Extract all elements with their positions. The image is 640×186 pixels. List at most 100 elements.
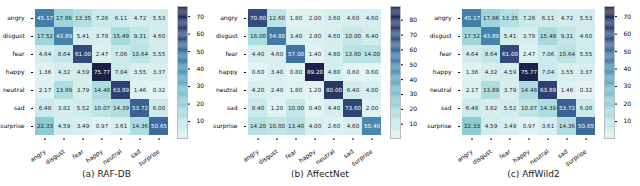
svg-text:3.61: 3.61: [114, 123, 127, 129]
svg-text:surprise: surprise: [213, 122, 237, 130]
svg-text:10.00: 10.00: [345, 33, 361, 39]
svg-text:surprise: surprise: [0, 122, 24, 130]
svg-text:4.72: 4.72: [133, 15, 145, 21]
svg-text:5.53: 5.53: [152, 15, 165, 21]
svg-text:20: 20: [196, 100, 204, 107]
svg-text:6.48: 6.48: [38, 105, 51, 111]
svg-text:80: 80: [410, 16, 418, 23]
svg-text:sad: sad: [342, 147, 355, 159]
svg-text:surprise: surprise: [136, 147, 161, 168]
svg-text:4.00: 4.00: [366, 87, 379, 93]
svg-text:70: 70: [196, 13, 204, 20]
svg-text:3.79: 3.79: [76, 87, 89, 93]
svg-text:14.00: 14.00: [364, 51, 380, 57]
svg-text:disgust: disgust: [43, 147, 66, 166]
svg-text:disgust: disgust: [429, 32, 451, 40]
svg-text:3.40: 3.40: [271, 69, 284, 75]
svg-text:1.20: 1.20: [309, 87, 322, 93]
svg-text:4.64: 4.64: [465, 51, 478, 57]
svg-text:2.60: 2.60: [328, 123, 341, 129]
svg-text:4.60: 4.60: [347, 15, 360, 21]
svg-text:13.89: 13.89: [55, 87, 71, 93]
svg-text:fear: fear: [226, 50, 238, 57]
svg-text:70.80: 70.80: [250, 15, 266, 21]
svg-text:0.97: 0.97: [522, 123, 535, 129]
svg-text:30: 30: [410, 90, 418, 97]
svg-text:13.89: 13.89: [482, 87, 498, 93]
svg-text:0.32: 0.32: [579, 87, 591, 93]
svg-text:3.78: 3.78: [95, 33, 108, 39]
svg-text:61.00: 61.00: [501, 51, 517, 57]
svg-text:3.49: 3.49: [503, 123, 516, 129]
svg-text:7.26: 7.26: [522, 15, 535, 21]
svg-text:4.80: 4.80: [328, 51, 341, 57]
svg-text:57.00: 57.00: [288, 51, 304, 57]
svg-text:17.86: 17.86: [55, 15, 71, 21]
svg-text:happy: happy: [219, 68, 238, 76]
svg-text:60: 60: [410, 46, 418, 53]
svg-text:30: 30: [196, 82, 204, 89]
svg-text:2.00: 2.00: [309, 15, 322, 21]
svg-text:4.64: 4.64: [38, 51, 51, 57]
svg-text:10.07: 10.07: [520, 105, 536, 111]
svg-text:13.35: 13.35: [501, 15, 517, 21]
svg-text:0.97: 0.97: [95, 123, 108, 129]
svg-text:angry: angry: [220, 14, 238, 22]
svg-text:happy: happy: [432, 68, 451, 76]
svg-text:neutral: neutral: [314, 147, 336, 165]
svg-text:13.40: 13.40: [288, 123, 304, 129]
svg-text:3.82: 3.82: [484, 105, 496, 111]
svg-text:0.60: 0.60: [347, 69, 360, 75]
svg-text:70: 70: [623, 13, 631, 20]
svg-text:50: 50: [623, 48, 631, 55]
svg-text:0.32: 0.32: [152, 87, 164, 93]
svg-text:60: 60: [623, 30, 631, 37]
svg-text:53.72: 53.72: [558, 105, 574, 111]
svg-text:0.60: 0.60: [366, 69, 379, 75]
svg-text:6.00: 6.00: [579, 105, 592, 111]
svg-text:73.60: 73.60: [345, 105, 361, 111]
svg-text:3.55: 3.55: [560, 69, 573, 75]
svg-text:fear: fear: [497, 147, 511, 160]
svg-text:8.64: 8.64: [484, 51, 497, 57]
svg-text:45.17: 45.17: [36, 15, 52, 21]
svg-text:63.89: 63.89: [539, 87, 555, 93]
svg-text:70: 70: [410, 31, 418, 38]
svg-text:5.53: 5.53: [579, 15, 592, 21]
svg-text:4.59: 4.59: [503, 69, 516, 75]
svg-text:sad: sad: [440, 104, 451, 111]
svg-text:14.39: 14.39: [539, 105, 555, 111]
svg-text:63.89: 63.89: [112, 87, 128, 93]
svg-text:angry: angry: [7, 14, 25, 22]
svg-text:40: 40: [410, 76, 418, 83]
svg-text:disgust: disgust: [257, 147, 280, 166]
svg-text:14.36: 14.36: [558, 123, 574, 129]
svg-text:17.52: 17.52: [463, 33, 479, 39]
svg-text:4.40: 4.40: [328, 105, 341, 111]
svg-text:5.55: 5.55: [152, 51, 165, 57]
svg-text:fear: fear: [439, 50, 451, 57]
svg-text:20: 20: [410, 105, 418, 112]
svg-text:50.40: 50.40: [364, 123, 380, 129]
svg-text:2.40: 2.40: [271, 87, 284, 93]
svg-text:surprise: surprise: [350, 147, 375, 168]
svg-text:3.40: 3.40: [290, 33, 303, 39]
svg-text:4.40: 4.40: [252, 51, 265, 57]
svg-text:17.86: 17.86: [482, 15, 498, 21]
svg-text:sad: sad: [128, 147, 141, 159]
svg-text:4.80: 4.80: [328, 69, 341, 75]
svg-text:10.07: 10.07: [93, 105, 109, 111]
svg-text:angry: angry: [434, 14, 452, 22]
svg-text:2.17: 2.17: [38, 87, 51, 93]
svg-text:2.17: 2.17: [465, 87, 478, 93]
svg-text:disgust: disgust: [470, 147, 493, 166]
svg-text:17.52: 17.52: [36, 33, 52, 39]
svg-text:sad: sad: [13, 104, 24, 111]
svg-text:2.47: 2.47: [522, 51, 535, 57]
svg-text:14.48: 14.48: [520, 87, 536, 93]
svg-text:2.47: 2.47: [95, 51, 108, 57]
svg-text:10: 10: [623, 117, 631, 124]
svg-text:20: 20: [623, 100, 631, 107]
svg-text:4.59: 4.59: [76, 69, 89, 75]
svg-text:10: 10: [410, 120, 418, 127]
